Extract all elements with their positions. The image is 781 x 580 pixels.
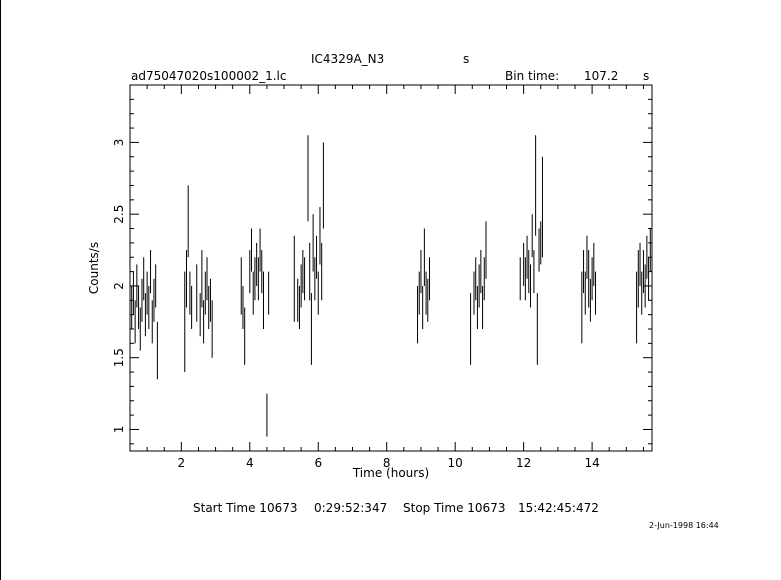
x-tick-label: 10 xyxy=(448,456,463,470)
y-tick-label: 2 xyxy=(112,282,126,290)
start-time-value: 0:29:52:347 xyxy=(314,501,388,515)
y-axis-label: Counts/s xyxy=(87,242,101,294)
bin-time-unit: s xyxy=(643,69,650,83)
left-border xyxy=(0,0,1,580)
plot-frame xyxy=(129,84,653,452)
data-points xyxy=(131,135,651,437)
object-unit: s xyxy=(463,52,470,66)
x-tick-label: 4 xyxy=(246,456,254,470)
filename: ad75047020s100002_1.lc xyxy=(131,69,287,83)
plot-date: 2-Jun-1998 16:44 xyxy=(649,521,719,530)
x-tick-label: 2 xyxy=(178,456,186,470)
x-tick-label: 8 xyxy=(383,456,391,470)
x-tick-label: 12 xyxy=(516,456,531,470)
bin-time-value: 107.2 xyxy=(584,69,619,83)
start-time-label: Start Time 10673 xyxy=(193,501,298,515)
ticks xyxy=(129,84,652,451)
x-tick-label: 6 xyxy=(314,456,322,470)
stop-time-value: 15:42:45:472 xyxy=(518,501,599,515)
x-tick-label: 14 xyxy=(584,456,599,470)
x-axis-label: Time (hours) xyxy=(352,466,429,480)
y-tick-label: 3 xyxy=(112,139,126,147)
y-tick-label: 1 xyxy=(112,426,126,434)
axes xyxy=(129,84,653,452)
object-name: IC4329A_N3 xyxy=(311,52,385,66)
tick-labels: 2 4 6 8 10 12 14 1 1.5 2 2.5 3 xyxy=(112,139,600,470)
y-tick-label: 2.5 xyxy=(112,205,126,224)
stop-time-label: Stop Time 10673 xyxy=(403,501,506,515)
y-tick-label: 1.5 xyxy=(112,348,126,367)
bin-time-label: Bin time: xyxy=(505,69,560,83)
